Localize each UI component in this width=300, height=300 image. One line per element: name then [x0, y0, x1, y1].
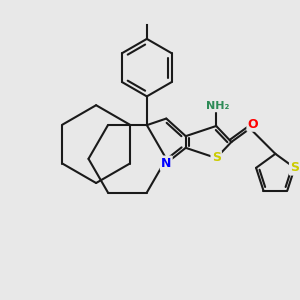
- Text: S: S: [212, 152, 221, 164]
- Text: N: N: [161, 157, 172, 170]
- Text: NH₂: NH₂: [206, 101, 229, 111]
- Text: O: O: [248, 118, 258, 130]
- Text: S: S: [290, 161, 299, 174]
